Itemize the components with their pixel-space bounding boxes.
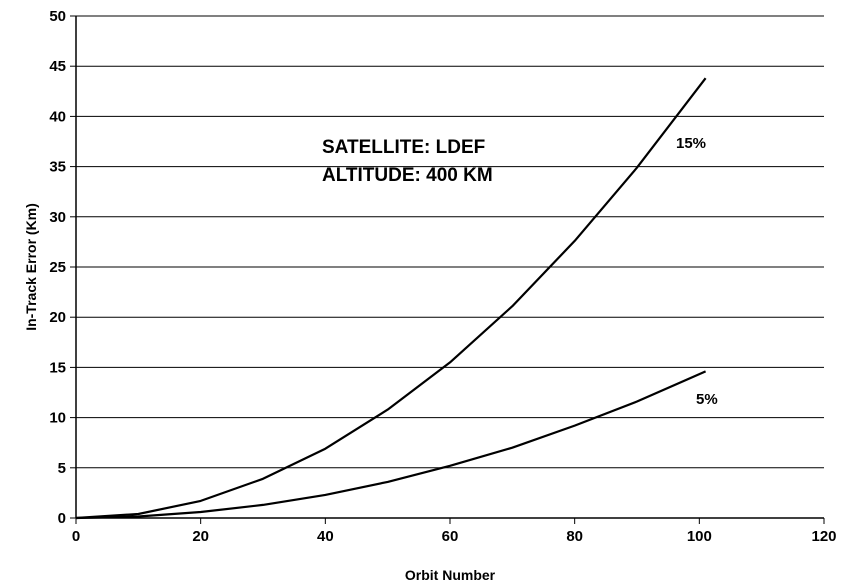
y-tick-labels: 0 5 10 15 20 25 30 35 40 45 50 (49, 8, 66, 527)
y-tick-label-30: 30 (49, 209, 66, 226)
annotation-altitude: ALTITUDE: 400 KM (322, 165, 493, 186)
y-tick-label-45: 45 (49, 58, 66, 75)
series-line-1 (75, 77, 707, 520)
x-tick-label-80: 80 (566, 528, 583, 545)
y-tick-label-20: 20 (49, 309, 66, 326)
y-tick-label-10: 10 (49, 410, 66, 427)
axes (70, 15, 825, 524)
gridlines (76, 15, 824, 469)
y-tick-label-5: 5 (58, 460, 66, 477)
y-tick-label-40: 40 (49, 108, 66, 125)
series-label-2: 5% (696, 391, 718, 408)
x-tick-label-100: 100 (687, 528, 712, 545)
y-tick-label-25: 25 (49, 259, 66, 276)
y-tick-label-15: 15 (49, 359, 66, 376)
y-axis-title: In-Track Error (Km) (23, 203, 39, 331)
series-lines (75, 77, 707, 520)
x-tick-label-0: 0 (72, 528, 80, 545)
series-line-2 (75, 370, 707, 520)
series-labels: 15% 5% (676, 135, 718, 408)
x-tick-label-60: 60 (442, 528, 459, 545)
x-axis-title: Orbit Number (405, 567, 496, 583)
series-label-1: 15% (676, 135, 706, 152)
annotation-satellite: SATELLITE: LDEF (322, 137, 485, 158)
y-tick-label-50: 50 (49, 8, 66, 25)
x-tick-label-120: 120 (811, 528, 836, 545)
x-tick-label-20: 20 (192, 528, 209, 545)
y-tick-label-35: 35 (49, 159, 66, 176)
x-tick-label-40: 40 (317, 528, 334, 545)
y-tick-label-0: 0 (58, 510, 66, 527)
x-tick-labels: 0 20 40 60 80 100 120 (72, 528, 837, 545)
